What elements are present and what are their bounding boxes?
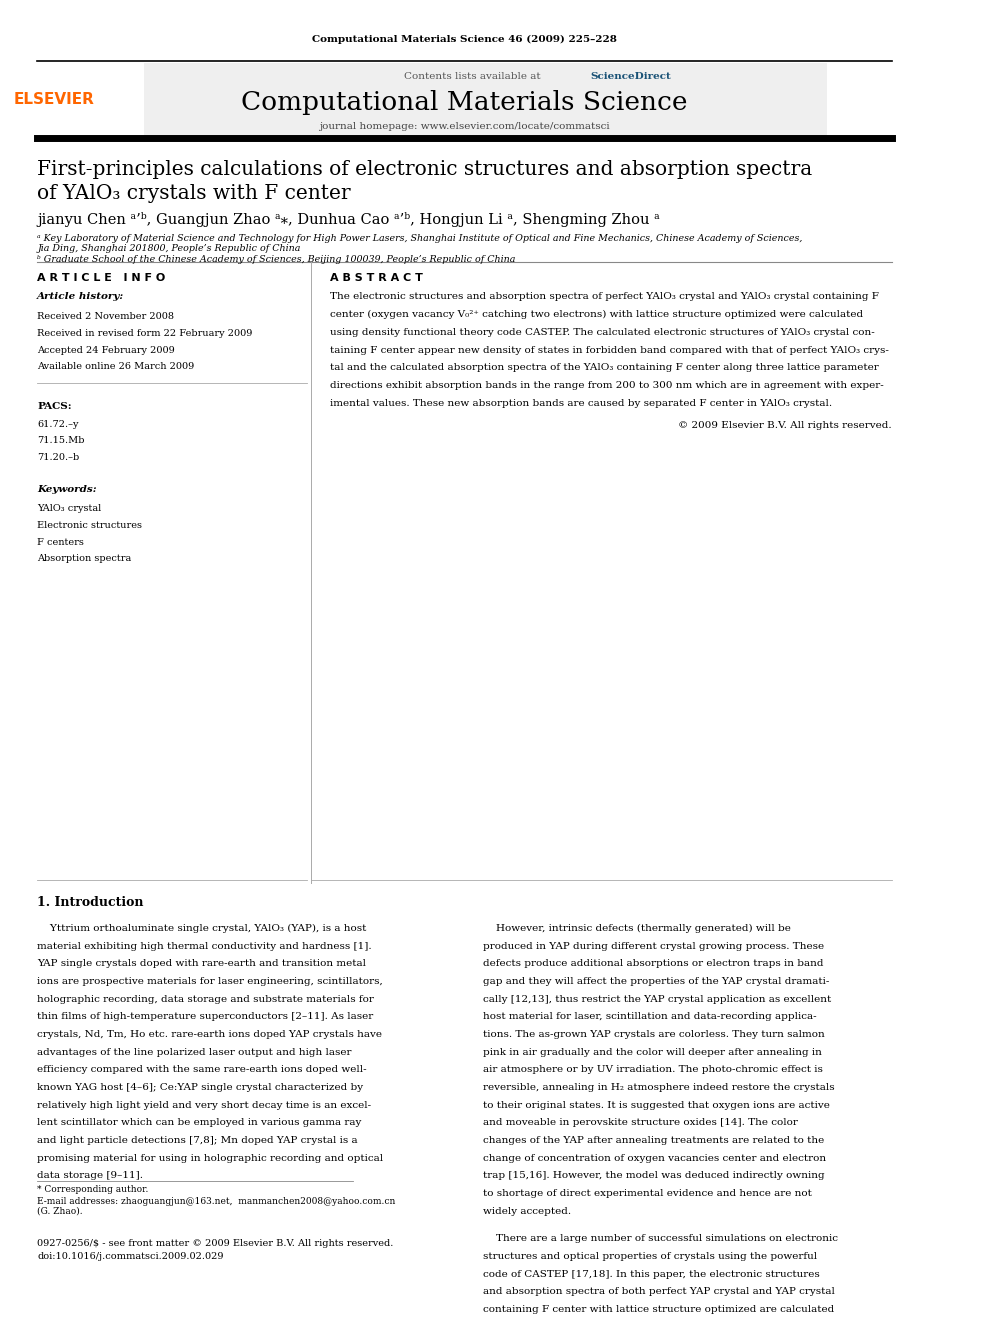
Text: Computational Materials Science 46 (2009) 225–228: Computational Materials Science 46 (2009… <box>312 34 617 44</box>
Text: produced in YAP during different crystal growing process. These: produced in YAP during different crystal… <box>483 942 824 951</box>
Text: Keywords:: Keywords: <box>37 486 97 493</box>
Text: reversible, annealing in H₂ atmosphere indeed restore the crystals: reversible, annealing in H₂ atmosphere i… <box>483 1084 834 1091</box>
Text: Contents lists available at: Contents lists available at <box>404 71 544 81</box>
Text: F centers: F centers <box>37 537 84 546</box>
Text: 61.72.–y: 61.72.–y <box>37 419 78 429</box>
Text: The electronic structures and absorption spectra of perfect YAlO₃ crystal and YA: The electronic structures and absorption… <box>329 292 879 300</box>
Text: defects produce additional absorptions or electron traps in band: defects produce additional absorptions o… <box>483 959 823 968</box>
Text: relatively high light yield and very short decay time is an excel-: relatively high light yield and very sho… <box>37 1101 371 1110</box>
Text: widely accepted.: widely accepted. <box>483 1207 571 1216</box>
Text: Jia Ding, Shanghai 201800, People’s Republic of China: Jia Ding, Shanghai 201800, People’s Repu… <box>37 245 301 254</box>
Text: pink in air gradually and the color will deeper after annealing in: pink in air gradually and the color will… <box>483 1048 822 1057</box>
Text: Yttrium orthoaluminate single crystal, YAlO₃ (YAP), is a host: Yttrium orthoaluminate single crystal, Y… <box>37 923 366 933</box>
Text: tions. The as-grown YAP crystals are colorless. They turn salmon: tions. The as-grown YAP crystals are col… <box>483 1031 824 1039</box>
Text: structures and optical properties of crystals using the powerful: structures and optical properties of cry… <box>483 1252 817 1261</box>
Text: Available online 26 March 2009: Available online 26 March 2009 <box>37 363 194 372</box>
Text: * Corresponding author.: * Corresponding author. <box>37 1185 149 1195</box>
Text: trap [15,16]. However, the model was deduced indirectly owning: trap [15,16]. However, the model was ded… <box>483 1171 824 1180</box>
Text: A B S T R A C T: A B S T R A C T <box>329 273 423 283</box>
Text: Received 2 November 2008: Received 2 November 2008 <box>37 312 175 321</box>
Text: taining F center appear new density of states in forbidden band compared with th: taining F center appear new density of s… <box>329 345 889 355</box>
Text: YAlO₃ crystal: YAlO₃ crystal <box>37 504 101 513</box>
Text: ions are prospective materials for laser engineering, scintillators,: ions are prospective materials for laser… <box>37 976 383 986</box>
Text: ELSEVIER: ELSEVIER <box>14 93 95 107</box>
Text: data storage [9–11].: data storage [9–11]. <box>37 1171 143 1180</box>
Text: YAP single crystals doped with rare-earth and transition metal: YAP single crystals doped with rare-eart… <box>37 959 366 968</box>
Text: jianyu Chen ᵃ’ᵇ, Guangjun Zhao ᵃ⁎, Dunhua Cao ᵃ’ᵇ, Hongjun Li ᵃ, Shengming Zhou : jianyu Chen ᵃ’ᵇ, Guangjun Zhao ᵃ⁎, Dunhu… <box>37 213 660 228</box>
Text: However, intrinsic defects (thermally generated) will be: However, intrinsic defects (thermally ge… <box>483 923 791 933</box>
Text: © 2009 Elsevier B.V. All rights reserved.: © 2009 Elsevier B.V. All rights reserved… <box>679 421 892 430</box>
Text: 0927-0256/$ - see front matter © 2009 Elsevier B.V. All rights reserved.: 0927-0256/$ - see front matter © 2009 El… <box>37 1238 394 1248</box>
Text: and light particle detections [7,8]; Mn doped YAP crystal is a: and light particle detections [7,8]; Mn … <box>37 1136 358 1144</box>
Text: changes of the YAP after annealing treatments are related to the: changes of the YAP after annealing treat… <box>483 1136 824 1144</box>
FancyBboxPatch shape <box>144 62 826 138</box>
Text: lent scintillator which can be employed in various gamma ray: lent scintillator which can be employed … <box>37 1118 361 1127</box>
Text: air atmosphere or by UV irradiation. The photo-chromic effect is: air atmosphere or by UV irradiation. The… <box>483 1065 823 1074</box>
Text: 71.15.Mb: 71.15.Mb <box>37 437 84 446</box>
Text: tal and the calculated absorption spectra of the YAlO₃ containing F center along: tal and the calculated absorption spectr… <box>329 364 879 373</box>
Text: containing F center with lattice structure optimized are calculated: containing F center with lattice structu… <box>483 1304 834 1314</box>
Text: A R T I C L E   I N F O: A R T I C L E I N F O <box>37 273 166 283</box>
Text: thin films of high-temperature superconductors [2–11]. As laser: thin films of high-temperature supercond… <box>37 1012 373 1021</box>
Text: code of CASTEP [17,18]. In this paper, the electronic structures: code of CASTEP [17,18]. In this paper, t… <box>483 1270 819 1279</box>
Text: First-principles calculations of electronic structures and absorption spectra: First-principles calculations of electro… <box>37 160 812 179</box>
Text: 71.20.–b: 71.20.–b <box>37 452 79 462</box>
Text: Absorption spectra: Absorption spectra <box>37 554 131 564</box>
Text: imental values. These new absorption bands are caused by separated F center in Y: imental values. These new absorption ban… <box>329 400 832 409</box>
Text: center (oxygen vacancy V₀²⁺ catching two electrons) with lattice structure optim: center (oxygen vacancy V₀²⁺ catching two… <box>329 310 863 319</box>
Text: material exhibiting high thermal conductivity and hardness [1].: material exhibiting high thermal conduct… <box>37 942 372 951</box>
Text: of YAlO₃ crystals with F center: of YAlO₃ crystals with F center <box>37 184 351 204</box>
Text: and moveable in perovskite structure oxides [14]. The color: and moveable in perovskite structure oxi… <box>483 1118 798 1127</box>
Text: Received in revised form 22 February 2009: Received in revised form 22 February 200… <box>37 329 253 337</box>
Text: ᵃ Key Laboratory of Material Science and Technology for High Power Lasers, Shang: ᵃ Key Laboratory of Material Science and… <box>37 234 803 243</box>
Text: Computational Materials Science: Computational Materials Science <box>241 90 687 115</box>
Text: holographic recording, data storage and substrate materials for: holographic recording, data storage and … <box>37 995 374 1004</box>
Text: 1. Introduction: 1. Introduction <box>37 896 144 909</box>
Text: gap and they will affect the properties of the YAP crystal dramati-: gap and they will affect the properties … <box>483 976 829 986</box>
Text: and absorption spectra of both perfect YAP crystal and YAP crystal: and absorption spectra of both perfect Y… <box>483 1287 835 1297</box>
Text: (G. Zhao).: (G. Zhao). <box>37 1207 82 1216</box>
Text: cally [12,13], thus restrict the YAP crystal application as excellent: cally [12,13], thus restrict the YAP cry… <box>483 995 831 1004</box>
Text: host material for laser, scintillation and data-recording applica-: host material for laser, scintillation a… <box>483 1012 816 1021</box>
Text: There are a large number of successful simulations on electronic: There are a large number of successful s… <box>483 1234 838 1244</box>
Text: ScienceDirect: ScienceDirect <box>591 71 672 81</box>
Text: to their original states. It is suggested that oxygen ions are active: to their original states. It is suggeste… <box>483 1101 830 1110</box>
Text: change of concentration of oxygen vacancies center and electron: change of concentration of oxygen vacanc… <box>483 1154 826 1163</box>
Text: doi:10.1016/j.commatsci.2009.02.029: doi:10.1016/j.commatsci.2009.02.029 <box>37 1252 223 1261</box>
Text: advantages of the line polarized laser output and high laser: advantages of the line polarized laser o… <box>37 1048 351 1057</box>
Text: known YAG host [4–6]; Ce:YAP single crystal characterized by: known YAG host [4–6]; Ce:YAP single crys… <box>37 1084 363 1091</box>
Text: promising material for using in holographic recording and optical: promising material for using in holograp… <box>37 1154 383 1163</box>
Text: Article history:: Article history: <box>37 292 124 300</box>
Text: directions exhibit absorption bands in the range from 200 to 300 nm which are in: directions exhibit absorption bands in t… <box>329 381 884 390</box>
Text: efficiency compared with the same rare-earth ions doped well-: efficiency compared with the same rare-e… <box>37 1065 367 1074</box>
Text: Electronic structures: Electronic structures <box>37 521 142 531</box>
Text: E-mail addresses: zhaoguangjun@163.net,  manmanchen2008@yahoo.com.cn: E-mail addresses: zhaoguangjun@163.net, … <box>37 1196 396 1205</box>
Text: journal homepage: www.elsevier.com/locate/commatsci: journal homepage: www.elsevier.com/locat… <box>319 122 610 131</box>
Text: ᵇ Graduate School of the Chinese Academy of Sciences, Beijing 100039, People’s R: ᵇ Graduate School of the Chinese Academy… <box>37 254 516 263</box>
Text: to shortage of direct experimental evidence and hence are not: to shortage of direct experimental evide… <box>483 1189 812 1197</box>
Text: PACS:: PACS: <box>37 402 71 411</box>
Text: crystals, Nd, Tm, Ho etc. rare-earth ions doped YAP crystals have: crystals, Nd, Tm, Ho etc. rare-earth ion… <box>37 1031 382 1039</box>
Text: using density functional theory code CASTEP. The calculated electronic structure: using density functional theory code CAS… <box>329 328 875 336</box>
Text: Accepted 24 February 2009: Accepted 24 February 2009 <box>37 345 175 355</box>
